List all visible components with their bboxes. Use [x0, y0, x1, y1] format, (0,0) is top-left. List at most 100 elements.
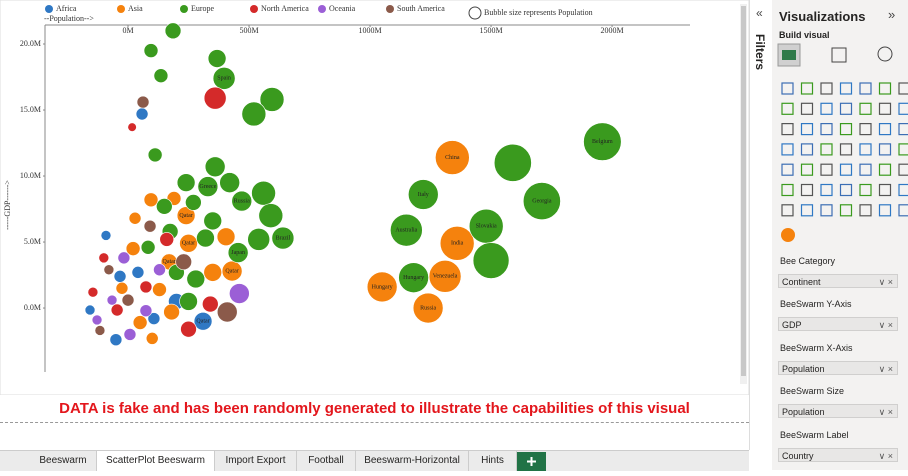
well-field[interactable]: Continent ∨ × — [778, 274, 898, 288]
page-tab[interactable]: Beeswarm — [30, 451, 97, 471]
bubble[interactable] — [100, 230, 112, 241]
bubble[interactable] — [221, 260, 243, 282]
visual-type-icon[interactable] — [820, 122, 833, 136]
bubble[interactable] — [103, 264, 115, 276]
bubble[interactable] — [163, 303, 180, 321]
visual-type-icon[interactable] — [800, 163, 814, 176]
bubble[interactable] — [156, 198, 173, 215]
visual-type-icon[interactable] — [820, 82, 833, 95]
bubble[interactable] — [153, 68, 169, 83]
bubble[interactable] — [428, 260, 462, 293]
well-field[interactable]: Population ∨ × — [778, 361, 898, 375]
visual-type-icon[interactable] — [839, 82, 853, 95]
bubble[interactable] — [115, 281, 129, 295]
page-tab[interactable]: ScatterPlot Beeswarm — [97, 451, 215, 471]
bubble[interactable] — [91, 314, 103, 326]
bubble[interactable] — [229, 283, 250, 304]
well-field[interactable]: Country ∨ × — [778, 448, 898, 462]
expand-icon[interactable]: » — [888, 7, 896, 22]
bubble[interactable] — [125, 241, 141, 256]
visual-type-icon[interactable] — [898, 102, 908, 115]
visual-type-icon[interactable] — [781, 183, 794, 197]
bubble[interactable] — [366, 271, 398, 303]
visual-type-icon[interactable] — [878, 183, 892, 197]
visual-type-icon[interactable] — [839, 122, 853, 136]
bubble[interactable] — [110, 303, 124, 317]
visual-type-icon[interactable] — [859, 163, 872, 176]
bubble[interactable] — [204, 156, 226, 178]
bubble[interactable] — [139, 280, 153, 294]
bubble[interactable] — [203, 263, 222, 282]
bubble[interactable] — [152, 282, 167, 297]
bubble[interactable] — [241, 101, 267, 127]
bubble[interactable] — [127, 122, 137, 132]
visual-type-icon[interactable] — [820, 102, 833, 115]
bubble[interactable] — [271, 226, 295, 250]
bubble[interactable] — [121, 293, 135, 307]
bubble[interactable] — [227, 242, 249, 263]
visual-type-icon[interactable] — [839, 143, 853, 156]
well-field[interactable]: Population ∨ × — [778, 404, 898, 418]
bubble[interactable] — [87, 286, 99, 298]
visual-type-icon[interactable] — [859, 143, 872, 156]
bubble[interactable] — [197, 176, 219, 197]
bubble[interactable] — [159, 232, 175, 247]
add-page[interactable] — [517, 452, 546, 471]
bubble[interactable] — [176, 206, 196, 225]
remove-icon[interactable]: ∨ × — [878, 364, 893, 374]
bubble[interactable] — [258, 203, 284, 228]
bubble[interactable] — [259, 87, 285, 112]
format-icon[interactable] — [831, 47, 847, 63]
bubble[interactable] — [212, 66, 236, 90]
visual-type-icon[interactable] — [781, 122, 794, 136]
visual-type-icon[interactable] — [800, 102, 814, 115]
bubble[interactable] — [94, 325, 106, 336]
bubble[interactable] — [202, 295, 219, 313]
bubble[interactable] — [132, 315, 148, 330]
page-tab[interactable]: Football — [297, 451, 356, 471]
analytics-icon[interactable] — [877, 46, 893, 62]
visual-type-icon[interactable] — [859, 102, 872, 115]
bubble[interactable] — [583, 122, 622, 161]
bubble[interactable] — [123, 328, 137, 341]
filters-pane[interactable]: « Filters — [749, 0, 773, 450]
bubble[interactable] — [143, 219, 157, 233]
bubble[interactable] — [117, 251, 131, 265]
visual-type-icon[interactable] — [859, 82, 872, 95]
visual-type-icon[interactable] — [800, 183, 814, 197]
visual-type-icon[interactable] — [898, 163, 908, 176]
bubble[interactable] — [231, 190, 253, 212]
visual-type-icon[interactable] — [859, 183, 872, 197]
visual-type-icon[interactable] — [878, 163, 892, 176]
visual-type-icon[interactable] — [878, 82, 892, 95]
visual-type-icon[interactable] — [898, 143, 908, 156]
bubble[interactable] — [84, 304, 96, 316]
bubble[interactable] — [435, 140, 470, 175]
bubble[interactable] — [179, 234, 198, 253]
bubble[interactable] — [196, 228, 215, 248]
bubble[interactable] — [109, 333, 123, 347]
remove-icon[interactable]: ∨ × — [878, 407, 893, 417]
visual-type-icon[interactable] — [820, 163, 833, 176]
page-tab[interactable]: Hints — [469, 451, 517, 471]
bubble[interactable] — [147, 147, 163, 163]
bubble[interactable] — [143, 43, 159, 58]
bubble[interactable] — [180, 320, 197, 338]
visual-type-icon[interactable] — [898, 122, 908, 136]
bubble[interactable] — [247, 228, 271, 251]
visual-type-icon[interactable] — [839, 204, 853, 217]
bubble[interactable] — [179, 292, 198, 311]
collapse-icon[interactable]: « — [756, 6, 763, 20]
visual-type-icon[interactable] — [781, 102, 794, 115]
visual-type-icon[interactable] — [800, 143, 814, 156]
bubble[interactable] — [139, 304, 153, 317]
bubble[interactable] — [136, 95, 150, 109]
visual-type-icon[interactable] — [820, 183, 833, 197]
bubble[interactable] — [216, 227, 236, 247]
visual-type-icon[interactable] — [800, 122, 814, 136]
visual-type-icon[interactable] — [898, 204, 908, 217]
bubble[interactable] — [493, 143, 532, 182]
remove-icon[interactable]: ∨ × — [878, 451, 893, 461]
bubble[interactable] — [113, 270, 127, 283]
bubble[interactable] — [175, 253, 192, 271]
